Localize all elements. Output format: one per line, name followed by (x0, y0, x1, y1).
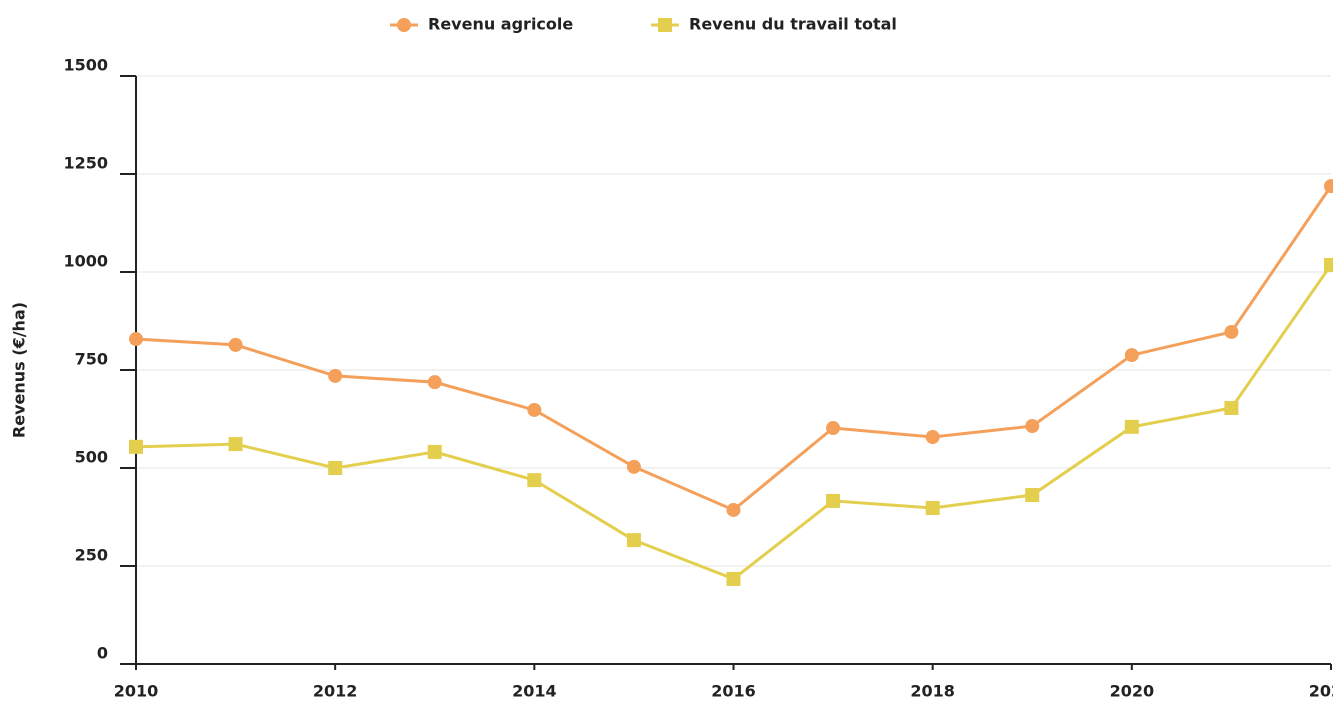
y-tick-label: 500 (75, 448, 108, 467)
marker (726, 502, 741, 517)
legend-marker (397, 18, 411, 32)
marker (427, 444, 442, 459)
marker (726, 571, 741, 586)
line (135, 185, 1333, 512)
y-tick-label: 1500 (63, 56, 108, 75)
marker (1025, 488, 1040, 503)
x-tick-label: 2012 (313, 682, 358, 701)
marker (826, 493, 841, 508)
marker (527, 473, 542, 488)
y-tick-label: 1250 (63, 154, 108, 173)
marker (427, 375, 442, 390)
marker (626, 459, 641, 474)
legend-label: Revenu agricole (428, 15, 573, 34)
marker (1025, 419, 1040, 434)
marker (1224, 401, 1239, 416)
marker (228, 337, 243, 352)
marker (328, 461, 343, 475)
y-tick-label: 750 (75, 350, 108, 369)
marker (1324, 179, 1333, 194)
legend-label: Revenu du travail total (689, 15, 897, 34)
x-tick-label: 2022 (1309, 682, 1333, 701)
marker (1324, 257, 1333, 272)
y-axis-label: Revenus (€/ha) (10, 302, 29, 438)
x-tick-label: 2018 (910, 682, 955, 701)
marker (1224, 324, 1239, 339)
x-tick-label: 2020 (1110, 682, 1155, 701)
marker (228, 437, 243, 452)
legend-marker (658, 18, 672, 32)
y-tick-label: 1000 (63, 252, 108, 271)
marker (925, 500, 940, 515)
marker (925, 430, 940, 445)
marker (527, 402, 542, 417)
marker (328, 368, 343, 383)
x-tick-label: 2016 (711, 682, 756, 701)
marker (1124, 419, 1139, 434)
x-tick-label: 2014 (512, 682, 557, 701)
marker (129, 439, 143, 454)
marker (626, 533, 641, 548)
line (135, 264, 1333, 581)
marker (1124, 348, 1139, 363)
y-tick-label: 0 (97, 644, 108, 663)
marker (826, 421, 841, 436)
y-tick-label: 250 (75, 546, 108, 565)
marker (129, 332, 143, 347)
x-tick-label: 2010 (114, 682, 159, 701)
